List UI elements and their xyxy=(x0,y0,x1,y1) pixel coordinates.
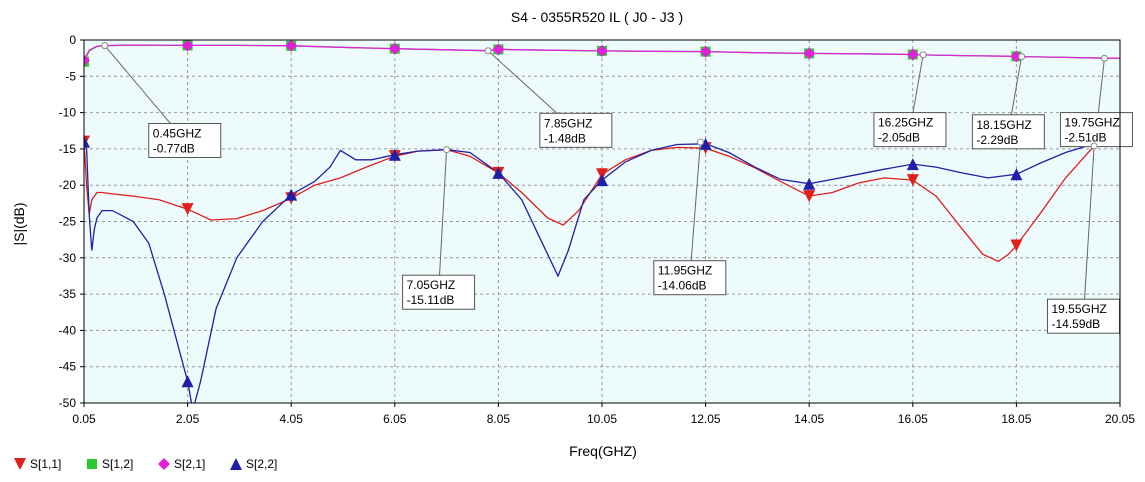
annotation-frequency: 7.05GHZ xyxy=(407,278,456,292)
plot-frame xyxy=(83,39,1121,404)
annotation-leader-line xyxy=(1082,145,1095,317)
x-tick-label: 20.05 xyxy=(1105,412,1135,426)
data-point-sS11 xyxy=(803,190,816,203)
data-point-sS22 xyxy=(803,177,816,190)
data-point-sS21 xyxy=(596,44,608,57)
data-point-sS11 xyxy=(906,174,919,187)
data-point-sS21 xyxy=(699,45,712,58)
data-point-sS22 xyxy=(906,158,919,171)
annotation-value: -2.29dB xyxy=(976,133,1018,147)
x-tick-label: 10.05 xyxy=(587,412,617,426)
legend-label: S[1,2] xyxy=(102,457,133,471)
data-point-sS21 xyxy=(84,54,90,67)
annotation-marker xyxy=(101,42,109,50)
y-tick-label: -25 xyxy=(59,215,77,229)
annotation-frequency: 19.75GHZ xyxy=(1064,116,1119,130)
legend-marker xyxy=(87,459,97,469)
chart-title: S4 - 0355R520 IL ( J0 - J3 ) xyxy=(511,9,683,25)
x-axis-label: Freq(GHZ) xyxy=(569,443,637,459)
data-point-sS21 xyxy=(388,42,401,55)
annotation-frequency: 7.85GHZ xyxy=(544,116,593,130)
series-line-sS22 xyxy=(84,137,1120,403)
annotation-marker xyxy=(1090,142,1098,150)
x-tick-label: 18.05 xyxy=(1001,412,1031,426)
y-tick-label: -40 xyxy=(59,323,77,337)
legend-marker xyxy=(158,458,170,470)
data-point-sS22 xyxy=(1010,168,1023,181)
annotation-marker xyxy=(1018,53,1026,61)
x-tick-label: 0.05 xyxy=(72,412,96,426)
data-point-sS22 xyxy=(388,148,401,161)
annotation-marker xyxy=(484,47,492,55)
annotation-value: -2.51dB xyxy=(1064,131,1106,145)
annotation-leader-line xyxy=(438,149,448,293)
y-tick-label: -20 xyxy=(59,178,77,192)
annotation-frequency: 18.15GHZ xyxy=(976,118,1031,132)
legend-label: S[1,1] xyxy=(30,457,61,471)
legend-marker xyxy=(14,458,26,470)
x-tick-label: 2.05 xyxy=(176,412,200,426)
annotation-box xyxy=(402,274,476,310)
data-point-sS11 xyxy=(1010,239,1023,252)
data-point-sS21 xyxy=(803,47,816,60)
x-tick-label: 14.05 xyxy=(794,412,824,426)
annotation-frequency: 11.95GHZ xyxy=(658,264,712,278)
data-point-sS22 xyxy=(181,375,194,388)
annotation-box xyxy=(148,122,222,158)
series-line-sS11 xyxy=(84,137,1120,263)
y-tick-label: -45 xyxy=(59,360,77,374)
plot-area: 0.05 2.05 4.05 6.05 8.05 10.05 12.05 14.05 16.05… xyxy=(59,33,1136,426)
y-tick-label: 0 xyxy=(69,33,76,47)
data-point-sS11 xyxy=(181,203,194,216)
annotation-value: -2.05dB xyxy=(878,131,920,145)
annotation-box xyxy=(539,112,613,148)
y-tick-label: -10 xyxy=(59,106,77,120)
data-point-sS22 xyxy=(596,174,608,187)
series-group xyxy=(84,40,1120,403)
data-point-sS21 xyxy=(181,40,194,52)
annotation-box xyxy=(873,112,947,148)
legend-label: S[2,1] xyxy=(174,457,205,471)
legend: S[1,1] S[1,2] S[2,1] S[2,2] xyxy=(14,457,277,471)
annotation-marker xyxy=(696,138,704,146)
y-tick-label: -50 xyxy=(59,396,77,410)
data-point-sS21 xyxy=(906,48,919,61)
annotation-value: -0.77dB xyxy=(153,141,195,155)
annotation-box xyxy=(971,114,1045,150)
x-tick-label: 4.05 xyxy=(280,412,304,426)
annotation-marker xyxy=(919,51,927,59)
x-tick-label: 8.05 xyxy=(487,412,511,426)
annotation-frequency: 16.25GHZ xyxy=(878,116,933,130)
annotation-frequency: 19.55GHZ xyxy=(1051,302,1106,316)
x-tick-label: 12.05 xyxy=(691,412,721,426)
annotation-value: -14.59dB xyxy=(1051,317,1100,331)
annotation-frequency: 0.45GHZ xyxy=(153,126,202,140)
y-tick-label: -35 xyxy=(59,287,77,301)
y-axis-label: |S|(dB) xyxy=(11,202,27,245)
data-point-sS22 xyxy=(285,188,298,201)
y-tick-label: -5 xyxy=(65,69,76,83)
data-point-sS22 xyxy=(492,166,505,179)
data-point-sS22 xyxy=(84,135,90,148)
data-point-sS22 xyxy=(699,137,712,150)
annotation-marker xyxy=(443,146,451,154)
annotation-value: -15.11dB xyxy=(407,293,455,307)
y-tick-label: -30 xyxy=(59,251,77,265)
legend-label: S[2,2] xyxy=(246,457,277,471)
legend-marker xyxy=(230,458,242,470)
data-point-sS21 xyxy=(285,40,298,52)
series-line-sS21 xyxy=(84,44,1120,61)
annotation-box xyxy=(653,260,727,296)
annotation-value: -1.48dB xyxy=(544,131,586,145)
x-tick-label: 6.05 xyxy=(383,412,407,426)
x-tick-label: 16.05 xyxy=(898,412,928,426)
y-tick-label: -15 xyxy=(59,142,77,156)
data-point-sS21 xyxy=(492,43,505,56)
annotation-box xyxy=(1046,298,1120,334)
annotation-value: -14.06dB xyxy=(658,279,707,293)
annotation-marker xyxy=(1100,54,1108,62)
annotation-leader-line xyxy=(689,142,701,278)
